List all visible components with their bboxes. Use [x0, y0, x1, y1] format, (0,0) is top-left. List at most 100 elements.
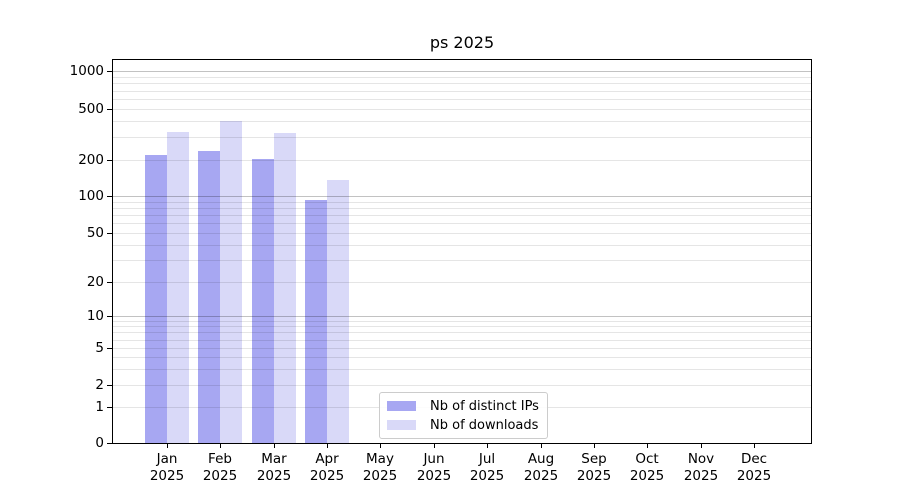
y-tick-10: [107, 316, 112, 317]
y-tick-1000: [107, 71, 112, 72]
x-label-month: Feb: [208, 451, 232, 467]
legend-label: Nb of distinct IPs: [430, 398, 539, 414]
x-tick-label-jan: Jan 2025: [136, 451, 198, 485]
gridline-50: [113, 233, 811, 234]
x-tick-label-oct: Oct 2025: [616, 451, 678, 485]
bar-downloads-feb: [220, 121, 243, 443]
x-tick-may: [380, 443, 381, 448]
bar-downloads-apr: [327, 180, 350, 443]
x-tick-label-jun: Jun 2025: [403, 451, 465, 485]
x-label-month: Jan: [156, 451, 178, 467]
x-tick-jun: [434, 443, 435, 448]
bar-distinct-ips-feb: [198, 151, 221, 443]
bar-downloads-mar: [273, 132, 296, 443]
gridline-9: [113, 321, 811, 322]
x-tick-aug: [541, 443, 542, 448]
y-tick-label-20: 20: [86, 274, 104, 290]
gridline-90: [113, 202, 811, 203]
x-label-month: Nov: [687, 451, 715, 467]
y-tick-label-10: 10: [86, 308, 104, 324]
y-tick-50: [107, 233, 112, 234]
y-tick-label-500: 500: [78, 101, 104, 117]
y-tick-100: [107, 196, 112, 197]
x-tick-label-aug: Aug 2025: [510, 451, 572, 485]
legend-item-distinct-ips: Nb of distinct IPs: [387, 398, 539, 414]
gridline-8: [113, 326, 811, 327]
y-tick-0: [107, 443, 112, 444]
x-tick-label-sep: Sep 2025: [563, 451, 625, 485]
bar-downloads-jan: [167, 132, 189, 443]
x-label-month: Jun: [423, 451, 445, 467]
y-tick-20: [107, 282, 112, 283]
bar-distinct-ips-mar: [251, 158, 274, 443]
gridline-80: [113, 208, 811, 209]
gridline-3: [113, 369, 811, 370]
gridline-30: [113, 260, 811, 261]
gridline-600: [113, 99, 811, 100]
x-tick-label-may: May 2025: [349, 451, 411, 485]
x-label-month: Sep: [581, 451, 607, 467]
bar-distinct-ips-jan: [145, 154, 167, 443]
y-tick-label-100: 100: [78, 188, 104, 204]
x-tick-feb: [220, 443, 221, 448]
x-label-year: 2025: [362, 468, 398, 484]
x-tick-label-jul: Jul 2025: [456, 451, 518, 485]
x-label-year: 2025: [736, 468, 772, 484]
x-label-month: Aug: [527, 451, 555, 467]
x-label-month: Oct: [635, 451, 659, 467]
gridline-10: [113, 316, 811, 317]
x-label-year: 2025: [202, 468, 238, 484]
gridline-1000: [113, 71, 811, 72]
y-tick-2: [107, 385, 112, 386]
gridline-40: [113, 245, 811, 246]
gridline-800: [113, 83, 811, 84]
y-tick-label-0: 0: [95, 435, 104, 451]
x-tick-dec: [754, 443, 755, 448]
x-label-year: 2025: [309, 468, 345, 484]
y-tick-label-2: 2: [95, 377, 104, 393]
x-label-month: Apr: [315, 451, 339, 467]
x-label-year: 2025: [523, 468, 559, 484]
gridline-60: [113, 223, 811, 224]
gridline-2: [113, 385, 811, 386]
chart-title: ps 2025: [429, 33, 495, 52]
y-tick-label-1000: 1000: [69, 63, 104, 79]
legend: Nb of distinct IPs Nb of downloads: [379, 392, 548, 439]
x-label-year: 2025: [416, 468, 452, 484]
x-label-month: May: [366, 451, 394, 467]
gridline-700: [113, 91, 811, 92]
x-label-year: 2025: [149, 468, 185, 484]
plot-area: [112, 59, 812, 444]
y-tick-label-200: 200: [78, 152, 104, 168]
x-label-year: 2025: [683, 468, 719, 484]
x-tick-nov: [701, 443, 702, 448]
gridline-4: [113, 357, 811, 358]
x-label-year: 2025: [629, 468, 665, 484]
x-label-month: Jul: [478, 451, 496, 467]
x-tick-label-dec: Dec 2025: [723, 451, 785, 485]
x-label-year: 2025: [256, 468, 292, 484]
legend-swatch-distinct-ips: [387, 401, 416, 411]
gridline-7: [113, 332, 811, 333]
x-tick-sep: [594, 443, 595, 448]
legend-item-downloads: Nb of downloads: [387, 417, 539, 433]
legend-label: Nb of downloads: [430, 417, 539, 433]
x-tick-oct: [647, 443, 648, 448]
x-tick-jul: [487, 443, 488, 448]
y-tick-500: [107, 109, 112, 110]
gridline-900: [113, 77, 811, 78]
gridline-6: [113, 340, 811, 341]
legend-swatch-downloads: [387, 420, 416, 430]
x-label-month: Dec: [740, 451, 768, 467]
x-tick-label-apr: Apr 2025: [296, 451, 358, 485]
y-tick-label-50: 50: [86, 225, 104, 241]
x-label-month: Mar: [261, 451, 287, 467]
y-tick-5: [107, 348, 112, 349]
y-tick-200: [107, 160, 112, 161]
x-tick-label-feb: Feb 2025: [189, 451, 251, 485]
bar-distinct-ips-apr: [305, 199, 328, 443]
x-tick-apr: [327, 443, 328, 448]
x-tick-jan: [167, 443, 168, 448]
y-tick-label-1: 1: [95, 399, 104, 415]
